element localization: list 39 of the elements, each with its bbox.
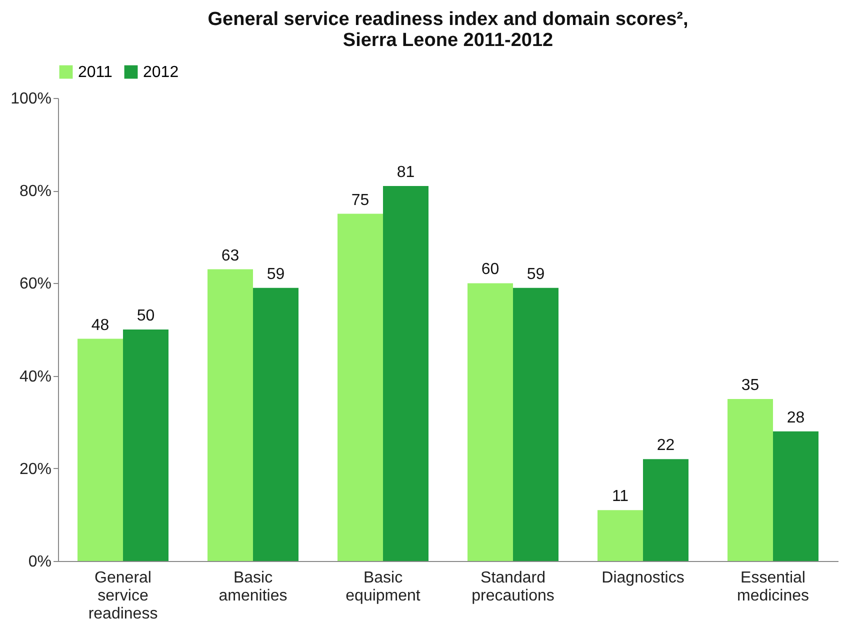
data-label: 22: [656, 437, 675, 454]
legend-label: 2012: [143, 64, 179, 81]
bar: [123, 330, 168, 561]
bar: [773, 431, 818, 561]
x-tick-label: Basic equipment: [346, 570, 421, 604]
x-tick-label: Standard precautions: [472, 570, 554, 604]
x-tick-label: Diagnostics: [602, 570, 684, 586]
data-label: 11: [612, 488, 629, 506]
x-tick-label: Basic amenities: [218, 570, 288, 604]
data-label: 48: [91, 316, 110, 334]
y-tick-label: 80%: [19, 183, 52, 200]
data-label: 75: [351, 192, 370, 209]
legend-label: 2011: [78, 64, 113, 81]
data-label: 59: [526, 266, 545, 283]
bar: [468, 283, 513, 561]
bar: [513, 288, 558, 561]
y-tick-label: 0%: [28, 554, 52, 570]
y-tick-label: 100%: [10, 90, 52, 108]
data-label: 60: [481, 261, 500, 278]
bar: [338, 214, 383, 561]
data-label: 35: [741, 376, 760, 394]
bar: [78, 338, 123, 561]
bar: [383, 186, 428, 561]
y-tick-label: 60%: [19, 276, 52, 293]
y-tick-label: 20%: [19, 460, 52, 478]
data-label: 63: [221, 247, 240, 264]
y-tick-label: 40%: [19, 368, 52, 386]
chart-title: General service readiness index and domain scores², Sierra Leone 2011-2012: [208, 9, 688, 51]
bar: [728, 398, 773, 561]
data-label: 50: [136, 308, 155, 324]
bar: [643, 459, 688, 561]
bar: [208, 269, 253, 561]
x-tick-label: Essential medicines: [736, 570, 810, 604]
x-tick-label: General service readiness: [88, 570, 158, 622]
data-label: 28: [786, 409, 805, 426]
data-label: 59: [266, 266, 285, 283]
bar: [253, 288, 298, 561]
bar: [598, 510, 643, 561]
data-label: 81: [396, 164, 415, 181]
